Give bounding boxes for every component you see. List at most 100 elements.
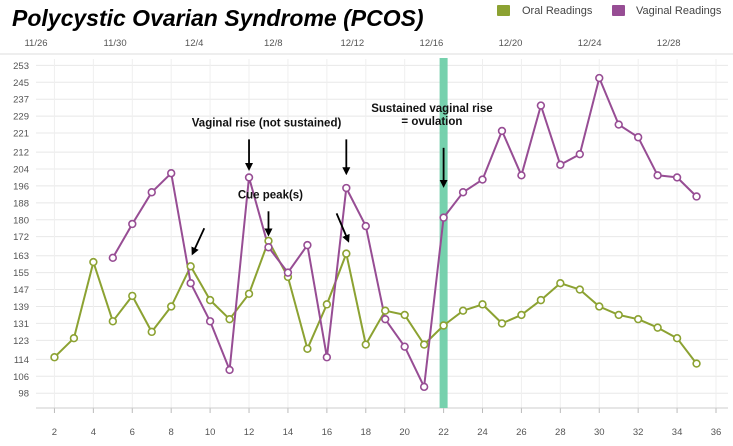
data-point-oral[interactable] xyxy=(419,340,429,349)
data-point-oral[interactable] xyxy=(497,319,507,328)
y-tick-label: 147 xyxy=(13,285,29,296)
data-point-vaginal[interactable] xyxy=(458,188,468,197)
data-point-vaginal[interactable] xyxy=(186,279,195,288)
data-point-vaginal[interactable] xyxy=(303,240,312,250)
x-tick-label: 30 xyxy=(594,427,605,438)
annotation-arrow xyxy=(191,227,206,256)
legend-swatch-vaginal xyxy=(612,5,625,16)
data-point-vaginal[interactable] xyxy=(614,120,623,129)
data-point-vaginal[interactable] xyxy=(517,171,526,180)
data-point-oral[interactable] xyxy=(128,291,137,301)
data-point-vaginal[interactable] xyxy=(108,253,118,263)
data-point-vaginal[interactable] xyxy=(225,365,234,375)
data-point-oral[interactable] xyxy=(322,300,332,309)
annotation-text: Vaginal rise (not sustained) xyxy=(192,118,342,130)
legend-item-oral[interactable]: Oral Readings xyxy=(497,5,593,17)
data-point-vaginal[interactable] xyxy=(400,342,409,351)
x-tick-label: 34 xyxy=(672,427,683,438)
data-point-oral[interactable] xyxy=(692,359,701,368)
legend-label-vaginal: Vaginal Readings xyxy=(636,5,722,17)
data-point-vaginal[interactable] xyxy=(342,183,351,193)
y-tick-label: 131 xyxy=(13,319,29,330)
y-tick-label: 204 xyxy=(13,164,29,175)
annotation-text: Cue peak(s) xyxy=(238,190,303,202)
x-tick-label: 22 xyxy=(438,427,449,438)
top-date-label: 11/30 xyxy=(104,38,127,49)
ovulation-band xyxy=(439,58,448,408)
data-point-oral[interactable] xyxy=(575,285,584,294)
x-tick-label: 32 xyxy=(633,427,644,438)
data-point-oral[interactable] xyxy=(517,310,526,320)
data-point-vaginal[interactable] xyxy=(575,149,584,159)
data-point-vaginal[interactable] xyxy=(128,219,137,229)
data-point-oral[interactable] xyxy=(225,314,234,324)
data-point-oral[interactable] xyxy=(108,317,118,326)
data-point-vaginal[interactable] xyxy=(478,175,487,184)
y-tick-label: 237 xyxy=(13,95,29,106)
top-date-label: 12/24 xyxy=(578,38,602,49)
data-point-oral[interactable] xyxy=(595,302,604,311)
data-point-oral[interactable] xyxy=(556,279,565,288)
legend: Oral Readings Vaginal Readings xyxy=(497,5,722,17)
legend-swatch-oral xyxy=(497,5,510,16)
data-point-oral[interactable] xyxy=(672,334,682,343)
legend-label-oral: Oral Readings xyxy=(522,5,593,17)
plot-area xyxy=(36,59,728,408)
data-point-vaginal[interactable] xyxy=(497,126,507,136)
data-point-vaginal[interactable] xyxy=(381,314,390,324)
top-date-label: 12/16 xyxy=(420,38,444,49)
data-point-oral[interactable] xyxy=(69,334,79,343)
data-point-vaginal[interactable] xyxy=(672,173,682,182)
data-point-oral[interactable] xyxy=(536,295,546,305)
top-date-label: 12/20 xyxy=(499,38,523,49)
data-point-vaginal[interactable] xyxy=(536,101,546,110)
data-point-oral[interactable] xyxy=(614,310,623,320)
data-point-vaginal[interactable] xyxy=(439,213,448,222)
data-point-oral[interactable] xyxy=(400,310,409,320)
x-tick-label: 26 xyxy=(516,427,527,438)
data-point-vaginal[interactable] xyxy=(361,221,370,231)
data-point-vaginal[interactable] xyxy=(595,73,604,83)
y-tick-label: 188 xyxy=(13,198,29,209)
x-tick-label: 4 xyxy=(91,427,96,438)
data-point-oral[interactable] xyxy=(458,306,468,315)
data-point-vaginal[interactable] xyxy=(653,171,662,180)
data-point-oral[interactable] xyxy=(478,300,487,309)
data-point-oral[interactable] xyxy=(50,353,59,362)
data-point-vaginal[interactable] xyxy=(244,173,254,182)
data-point-oral[interactable] xyxy=(303,344,312,353)
data-point-vaginal[interactable] xyxy=(692,192,701,201)
data-point-vaginal[interactable] xyxy=(419,382,429,392)
x-tick-label: 36 xyxy=(711,427,722,438)
data-point-oral[interactable] xyxy=(653,323,662,332)
data-point-vaginal[interactable] xyxy=(283,268,293,277)
legend-item-vaginal[interactable]: Vaginal Readings xyxy=(612,5,722,17)
data-point-oral[interactable] xyxy=(205,295,215,305)
y-tick-label: 245 xyxy=(13,78,29,89)
data-point-oral[interactable] xyxy=(244,289,254,298)
data-point-oral[interactable] xyxy=(439,321,448,330)
data-point-vaginal[interactable] xyxy=(167,169,176,178)
data-point-oral[interactable] xyxy=(186,262,195,271)
data-point-vaginal[interactable] xyxy=(147,188,156,197)
data-point-vaginal[interactable] xyxy=(556,160,565,169)
data-point-oral[interactable] xyxy=(633,314,643,324)
data-point-vaginal[interactable] xyxy=(322,353,332,362)
data-point-vaginal[interactable] xyxy=(633,133,643,142)
x-tick-label: 28 xyxy=(555,427,566,438)
y-tick-label: 106 xyxy=(13,372,29,383)
data-point-vaginal[interactable] xyxy=(264,243,273,252)
y-tick-label: 172 xyxy=(13,232,29,243)
data-point-oral[interactable] xyxy=(167,302,176,311)
series-line-oral xyxy=(53,239,698,365)
y-tick-label: 155 xyxy=(13,268,29,279)
data-point-vaginal[interactable] xyxy=(205,317,215,326)
data-point-oral[interactable] xyxy=(361,340,370,349)
y-tick-label: 180 xyxy=(13,215,29,226)
data-point-oral[interactable] xyxy=(342,249,351,258)
data-point-oral[interactable] xyxy=(89,257,98,267)
data-point-oral[interactable] xyxy=(147,327,156,337)
top-date-label: 12/12 xyxy=(340,38,364,49)
data-point-oral[interactable] xyxy=(381,306,390,315)
